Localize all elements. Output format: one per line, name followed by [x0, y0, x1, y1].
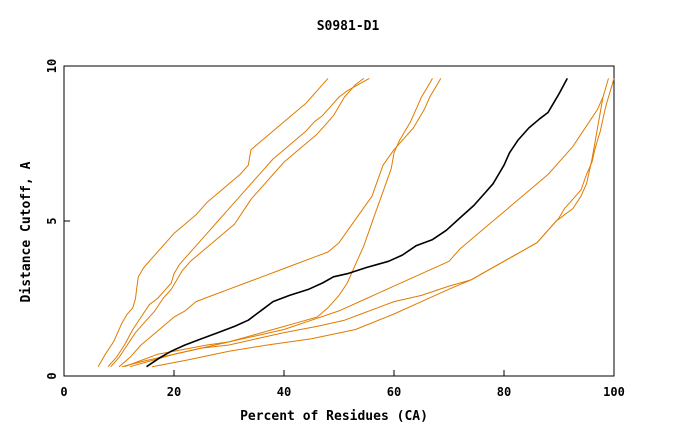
y-tick-label: 0	[45, 372, 59, 379]
series-line	[124, 78, 433, 368]
series-line	[118, 78, 442, 368]
series-line	[107, 77, 370, 368]
highlighted-series-line	[146, 78, 569, 368]
series-line	[151, 78, 615, 368]
y-tick-label: 10	[45, 59, 59, 73]
series-line	[129, 78, 609, 368]
chart-title: S0981-D1	[317, 19, 380, 34]
series-line	[110, 77, 365, 368]
series-line	[97, 78, 329, 367]
series-line	[121, 96, 604, 368]
y-axis-ticks: 0 5 10	[45, 59, 70, 380]
y-tick-label: 5	[45, 217, 59, 224]
x-tick-label: 80	[497, 385, 511, 399]
y-axis-label: Distance Cutoff, A	[19, 161, 34, 302]
x-tick-label: 0	[60, 385, 67, 399]
series-layer	[97, 77, 615, 368]
x-tick-label: 100	[603, 385, 625, 399]
plot-frame	[63, 65, 615, 377]
x-tick-label: 40	[277, 385, 291, 399]
x-tick-label: 20	[167, 385, 181, 399]
x-tick-label: 60	[387, 385, 401, 399]
x-axis-ticks: 0 20 40 60 80 100	[60, 370, 625, 399]
x-axis-label: Percent of Residues (CA)	[240, 409, 428, 424]
